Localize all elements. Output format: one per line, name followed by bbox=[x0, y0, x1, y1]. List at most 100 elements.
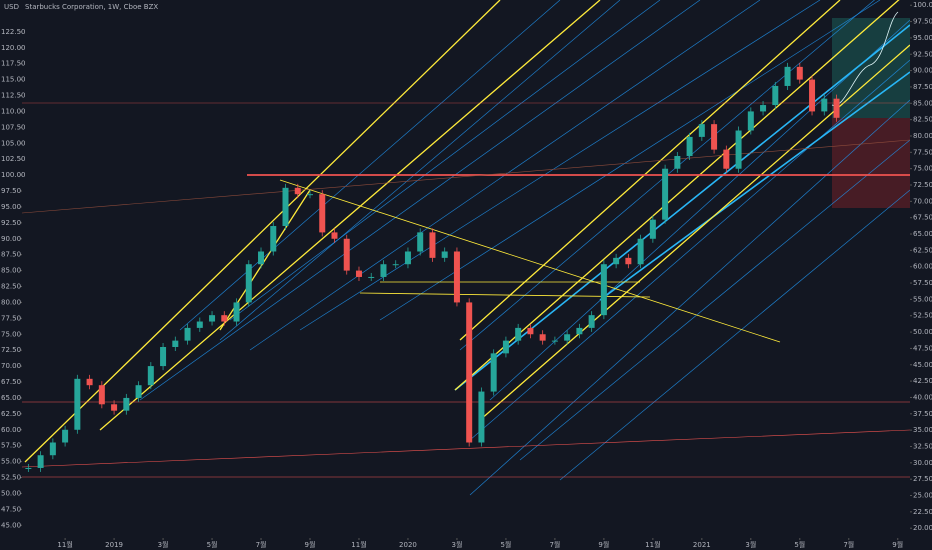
y-tick-label: 97.50 bbox=[1, 187, 21, 195]
candle bbox=[258, 251, 265, 265]
yellow-channels bbox=[24, 0, 911, 463]
right-axis-bg bbox=[910, 0, 932, 538]
y2-tick-label: 100.00 bbox=[913, 1, 932, 9]
y-tick-label: 117.50 bbox=[1, 60, 26, 68]
y-tick-label: 85.00 bbox=[1, 267, 21, 275]
y-tick-label: 102.50 bbox=[1, 155, 26, 163]
y-tick-label: 80.00 bbox=[1, 298, 21, 306]
candle bbox=[49, 442, 56, 456]
x-tick-label: 3월 bbox=[451, 540, 462, 549]
y2-tick-label: 67.50 bbox=[913, 214, 932, 222]
y2-tick-label: 22.50 bbox=[913, 508, 932, 516]
y-tick-label: 45.00 bbox=[1, 521, 21, 529]
candle bbox=[649, 219, 656, 239]
y-tick-label: 67.50 bbox=[1, 378, 21, 386]
y-tick-label: 50.00 bbox=[1, 489, 21, 497]
candle bbox=[674, 155, 681, 169]
candle bbox=[760, 105, 767, 112]
y-tick-label: 60.00 bbox=[1, 426, 21, 434]
candle bbox=[502, 340, 509, 354]
y2-tick-label: 95.00 bbox=[913, 34, 932, 42]
candle bbox=[62, 429, 69, 443]
candle bbox=[588, 315, 595, 328]
candle bbox=[698, 124, 705, 137]
y2-tick-label: 87.50 bbox=[913, 83, 932, 91]
candle bbox=[380, 264, 387, 277]
candle bbox=[637, 238, 644, 265]
candle bbox=[270, 226, 277, 252]
y2-tick-label: 47.50 bbox=[913, 344, 932, 352]
y2-tick-label: 92.50 bbox=[913, 50, 932, 58]
candle bbox=[135, 385, 142, 398]
candle bbox=[392, 264, 399, 266]
candle bbox=[355, 270, 362, 277]
candle bbox=[417, 232, 424, 252]
candle bbox=[245, 264, 252, 303]
y-tick-label: 65.00 bbox=[1, 394, 21, 402]
candle bbox=[686, 136, 693, 156]
blue-lines bbox=[139, 0, 911, 496]
y2-tick-label: 32.50 bbox=[913, 442, 932, 450]
candle bbox=[625, 257, 632, 265]
drawings bbox=[21, 0, 911, 496]
candle bbox=[147, 366, 154, 386]
y-tick-label: 70.00 bbox=[1, 362, 21, 370]
x-tick-label: 2020 bbox=[399, 541, 417, 549]
candle bbox=[111, 404, 118, 411]
x-tick-label: 5월 bbox=[207, 540, 218, 549]
x-tick-label: 9월 bbox=[305, 540, 316, 549]
candle bbox=[429, 232, 436, 258]
y-tick-label: 100.00 bbox=[1, 171, 26, 179]
y-tick-label: 110.00 bbox=[1, 107, 26, 115]
candle bbox=[86, 378, 93, 386]
x-tick-label: 7월 bbox=[549, 540, 560, 549]
y2-tick-label: 57.50 bbox=[913, 279, 932, 287]
candle bbox=[319, 194, 326, 233]
y2-tick-label: 72.50 bbox=[913, 181, 932, 189]
y2-tick-label: 82.50 bbox=[913, 116, 932, 124]
candle bbox=[515, 327, 522, 341]
x-tick-label: 2019 bbox=[105, 541, 123, 549]
price-marks bbox=[25, 62, 840, 472]
y-tick-label: 115.00 bbox=[1, 76, 26, 84]
x-tick-label: 9월 bbox=[598, 540, 609, 549]
red-levels bbox=[21, 102, 911, 478]
y-tick-label: 122.50 bbox=[1, 28, 26, 36]
y2-tick-label: 52.50 bbox=[913, 312, 932, 320]
projection-path bbox=[831, 11, 899, 106]
candle bbox=[564, 334, 571, 341]
candle bbox=[184, 327, 191, 341]
y2-tick-label: 35.00 bbox=[913, 426, 932, 434]
candle bbox=[600, 264, 607, 316]
candle bbox=[735, 130, 742, 169]
y2-tick-label: 37.50 bbox=[913, 410, 932, 418]
left-axis-bg bbox=[0, 0, 22, 538]
candle bbox=[294, 187, 301, 195]
y-tick-label: 105.00 bbox=[1, 139, 26, 147]
candle bbox=[282, 187, 289, 227]
candle bbox=[331, 232, 338, 239]
candle bbox=[747, 111, 754, 131]
candle bbox=[613, 257, 620, 265]
x-tick-label: 7월 bbox=[843, 540, 854, 549]
y-tick-label: 57.50 bbox=[1, 442, 21, 450]
x-tick-label: 9월 bbox=[892, 540, 903, 549]
x-tick-label: 3월 bbox=[745, 540, 756, 549]
y-tick-label: 77.50 bbox=[1, 314, 21, 322]
y2-tick-label: 27.50 bbox=[913, 475, 932, 483]
y2-tick-label: 40.00 bbox=[913, 393, 932, 401]
candle bbox=[551, 340, 558, 342]
y-tick-label: 82.50 bbox=[1, 283, 21, 291]
candle bbox=[821, 98, 828, 112]
bottom-axis-bg bbox=[0, 538, 932, 550]
candle bbox=[490, 353, 497, 392]
y2-tick-label: 25.00 bbox=[913, 492, 932, 500]
y-tick-label: 120.00 bbox=[1, 44, 26, 52]
y-tick-label: 90.00 bbox=[1, 235, 21, 243]
candle bbox=[441, 251, 448, 258]
candle bbox=[221, 315, 228, 322]
candle bbox=[368, 276, 375, 278]
candle bbox=[196, 321, 203, 328]
y-tick-label: 72.50 bbox=[1, 346, 21, 354]
candle bbox=[466, 302, 473, 443]
